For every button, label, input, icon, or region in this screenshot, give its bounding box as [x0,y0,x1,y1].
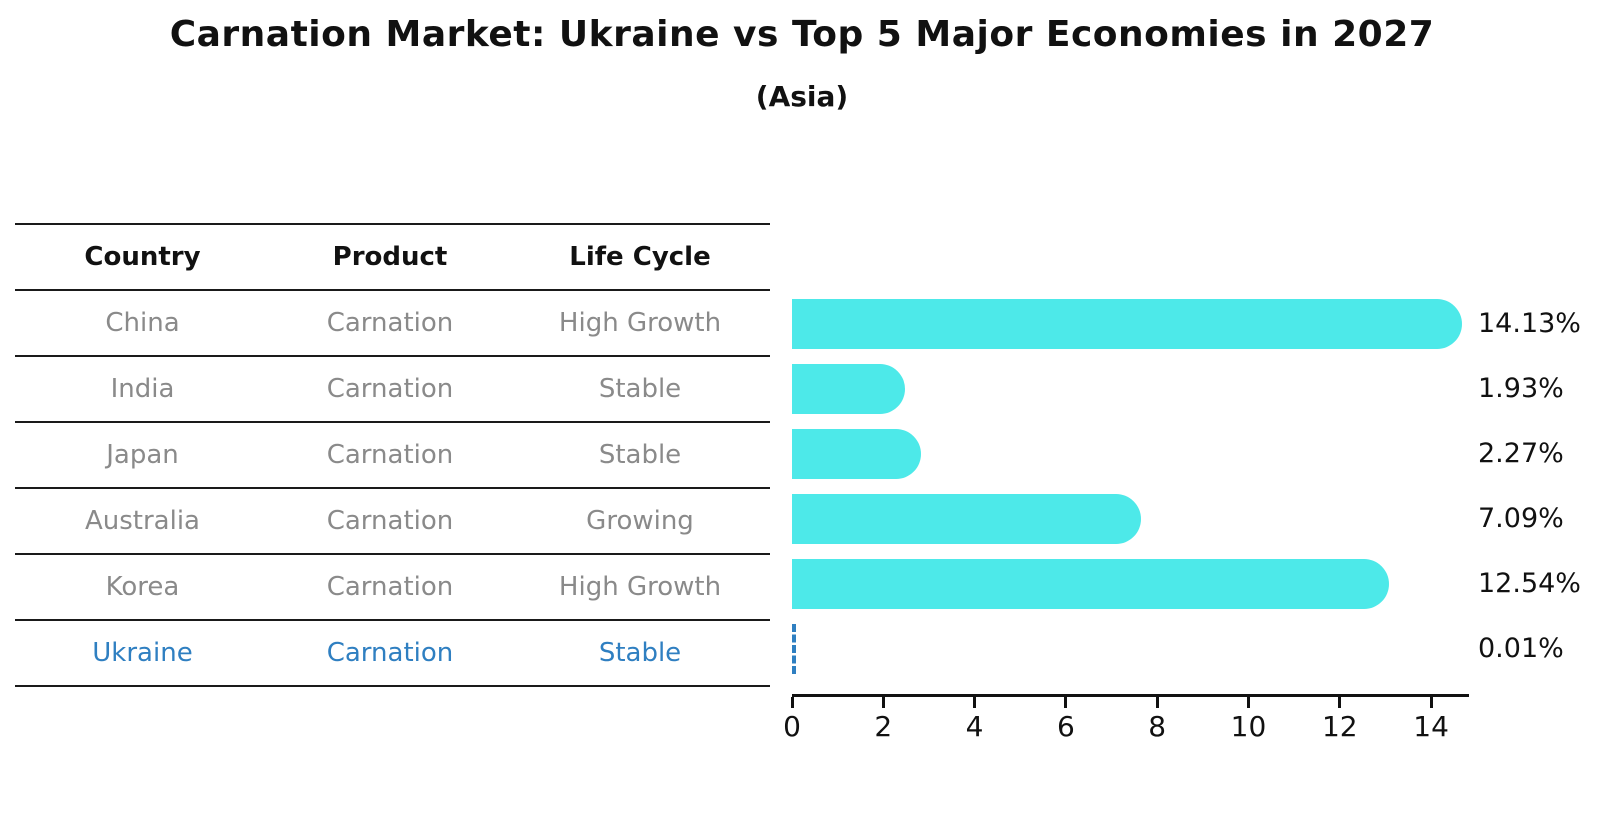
table-row-korea: Korea Carnation High Growth [15,553,770,619]
cell-product: Carnation [326,638,454,668]
x-axis-tick [1155,697,1159,708]
value-label-japan: 2.27% [1478,438,1564,469]
x-axis-tick [973,697,977,708]
bar-china [792,299,1463,349]
cell-country: India [110,374,175,404]
cell-life-cycle: Stable [598,440,682,470]
col-header-country: Country [84,242,201,272]
value-label-ukraine: 0.01% [1478,633,1564,664]
market-table: Country Product Life Cycle China Carnati… [15,223,770,687]
cell-life-cycle: High Growth [558,572,722,602]
x-axis-line [792,694,1469,697]
x-axis-tick [1247,697,1250,708]
table-row-india: India Carnation Stable [15,355,770,421]
page-subtitle: (Asia) [755,80,849,113]
x-axis-tick [1429,697,1433,708]
value-label-india: 1.93% [1478,373,1564,404]
x-tick-label: 4 [965,710,984,743]
value-label-korea: 12.54% [1478,568,1581,599]
cell-country: Korea [105,572,180,602]
bar-korea [792,559,1390,609]
x-tick-label: 6 [1056,710,1075,743]
table-row-japan: Japan Carnation Stable [15,421,770,487]
x-tick-label: 8 [1148,710,1167,743]
bar-india [792,364,906,414]
x-tick-label: 10 [1230,710,1267,743]
cell-life-cycle: Growing [586,506,694,536]
cell-product: Carnation [326,440,454,470]
x-tick-label: 14 [1413,710,1449,743]
cell-country: Ukraine [92,638,193,668]
value-label-china: 14.13% [1478,308,1581,339]
x-axis-tick [790,697,794,708]
value-label-australia: 7.09% [1478,503,1564,534]
cell-product: Carnation [326,308,454,338]
x-axis-tick [1338,697,1342,708]
cell-country: China [105,308,180,338]
cell-product: Carnation [326,572,454,602]
x-axis-tick [881,697,885,708]
cell-product: Carnation [326,374,454,404]
col-header-product: Product [332,242,448,272]
bar-ukraine-dashed [792,624,796,674]
table-header-row: Country Product Life Cycle [15,223,770,289]
cell-life-cycle: Stable [598,374,682,404]
cell-life-cycle: High Growth [558,308,722,338]
table-row-china: China Carnation High Growth [15,289,770,355]
table-row-ukraine: Ukraine Carnation Stable [15,619,770,685]
x-axis-tick [1064,697,1068,708]
cell-country: Japan [106,440,179,470]
cell-country: Australia [84,506,200,536]
cell-product: Carnation [326,506,454,536]
cell-life-cycle: Stable [598,638,682,668]
col-header-life-cycle: Life Cycle [569,242,711,272]
page-title: Carnation Market: Ukraine vs Top 5 Major… [169,14,1435,55]
bar-australia [792,494,1141,544]
x-tick-label: 2 [874,710,893,743]
table-row-australia: Australia Carnation Growing [15,487,770,553]
x-tick-label: 12 [1321,710,1358,743]
x-tick-label: 0 [783,710,801,743]
bar-japan [792,429,921,479]
